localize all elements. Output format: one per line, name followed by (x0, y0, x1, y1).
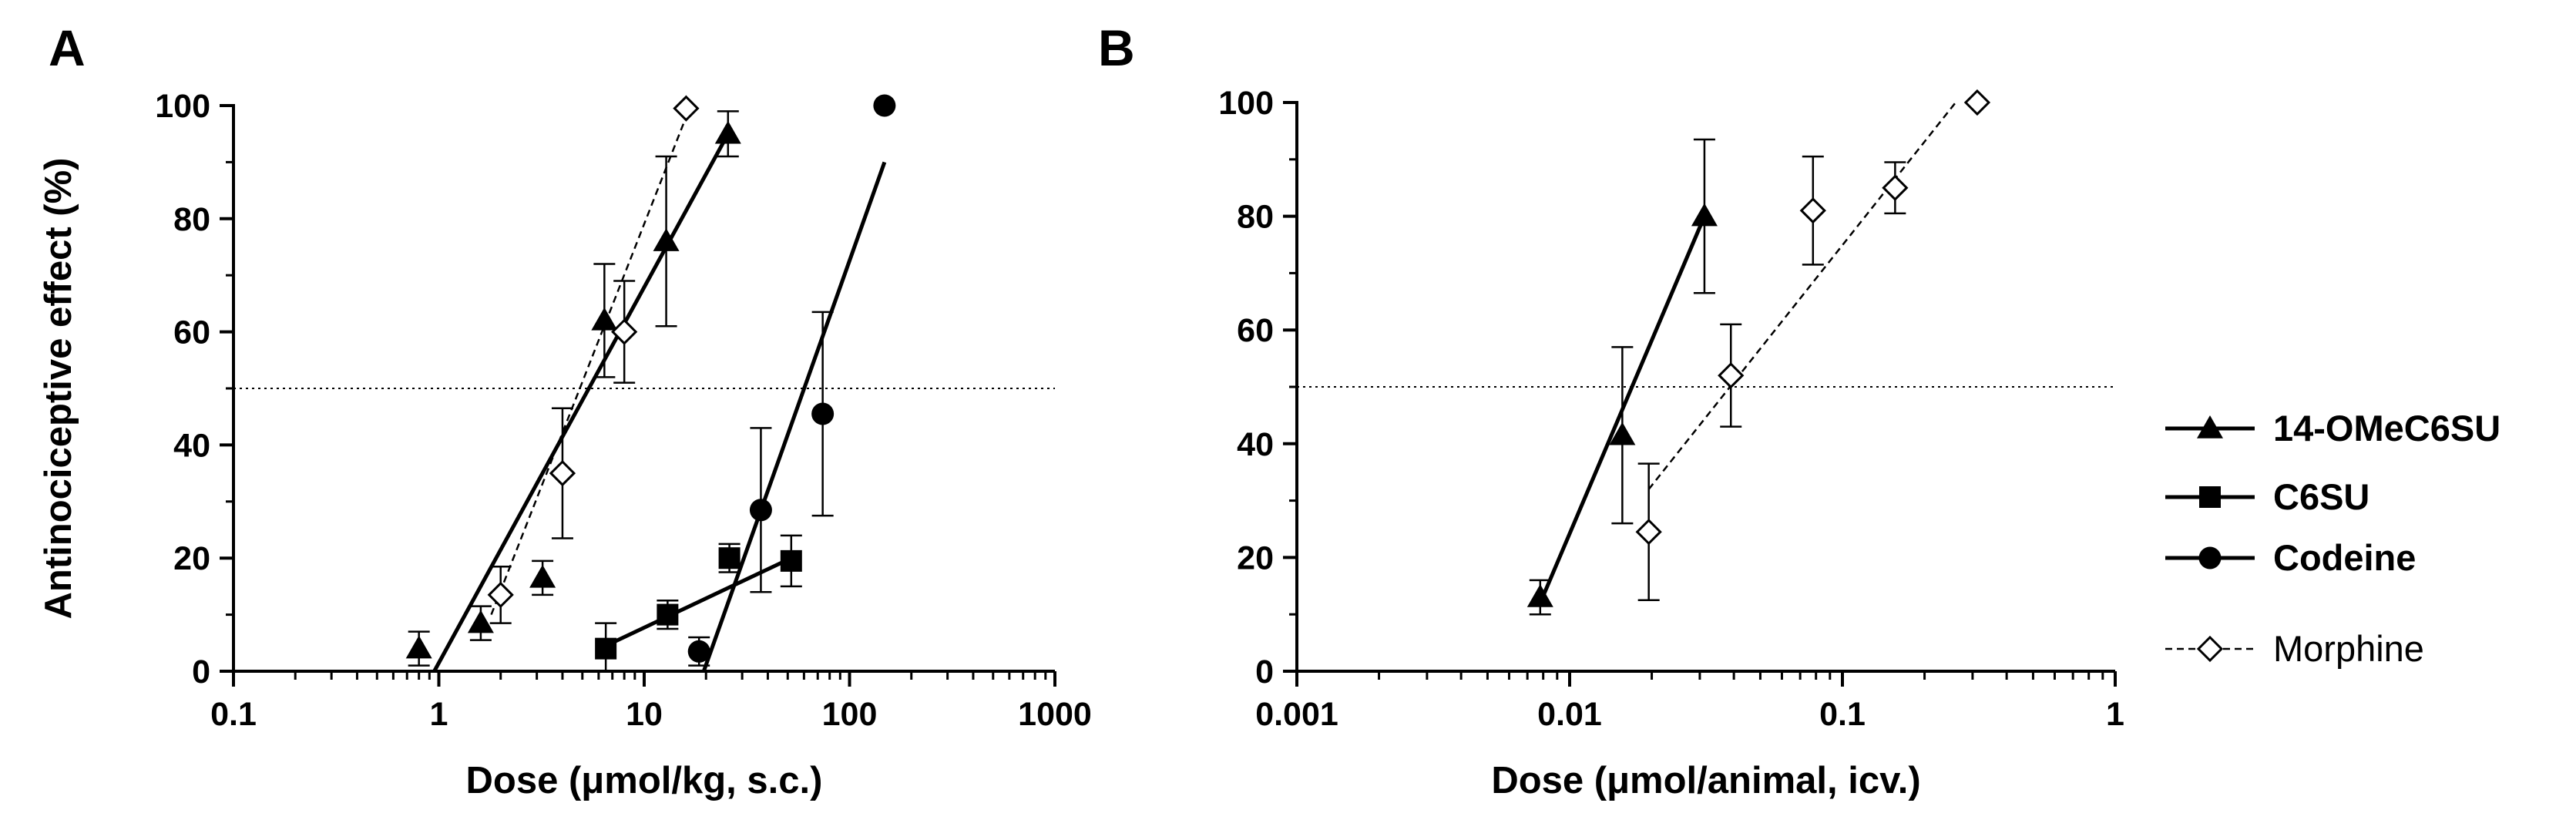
y-tick-label: 60 (1237, 312, 1274, 349)
data-point (1799, 197, 1826, 224)
legend-label: Codeine (2273, 537, 2416, 578)
series-morphine (1635, 89, 1991, 601)
data-point (1609, 422, 1636, 445)
data-point (1718, 362, 1745, 389)
fit-line (490, 116, 687, 616)
data-point (657, 603, 679, 626)
data-point (873, 94, 896, 117)
y-tick-label: 20 (173, 540, 210, 577)
data-point (811, 402, 835, 425)
x-tick-label: 0.1 (210, 696, 257, 733)
y-tick-label: 20 (1237, 539, 1274, 576)
x-tick-label: 1 (2106, 696, 2124, 733)
data-point (405, 635, 432, 659)
legend-item-c6su: C6SU (2165, 476, 2369, 517)
x-tick-label: 1000 (1018, 696, 1092, 733)
x-tick-label: 10 (626, 696, 663, 733)
x-tick-label: 1 (430, 696, 448, 733)
legend-marker (2199, 486, 2221, 508)
y-tick-label: 100 (155, 88, 210, 125)
fit-line (432, 133, 730, 673)
legend-label: 14-OMeC6SU (2273, 408, 2500, 449)
data-point (1526, 584, 1553, 607)
series-14-omec6su (405, 110, 741, 673)
data-point (1635, 519, 1662, 546)
y-tick-label: 0 (192, 654, 210, 690)
x-tick-label: 0.01 (1537, 696, 1602, 733)
panel-a-chart: 0 20 40 60 80 100 0.1 1 10 100 1000 Dose (μmol/kg, … (38, 19, 1092, 801)
data-point (487, 581, 514, 609)
series-14-omec6su (1526, 138, 1718, 616)
x-tick-label: 0.1 (1819, 696, 1866, 733)
data-point (714, 120, 741, 144)
legend-marker (2198, 546, 2222, 570)
data-point (549, 459, 576, 487)
data-point (1963, 89, 1991, 116)
fit-line (605, 556, 792, 648)
legend-marker (2197, 415, 2223, 438)
legend-marker (2196, 635, 2224, 663)
data-point (529, 564, 556, 588)
legend: 14-OMeC6SU C6SU Codeine Morphine (2165, 408, 2500, 669)
data-point (1691, 203, 1718, 227)
fit-line (1647, 102, 1956, 490)
series-codeine (687, 94, 896, 672)
panel-label: A (49, 19, 86, 76)
x-tick-label: 100 (822, 696, 878, 733)
y-axis-label: Antinociceptive effect (%) (38, 158, 79, 620)
data-point (687, 640, 710, 663)
y-tick-label: 0 (1255, 654, 1274, 690)
x-tick-label: 0.001 (1255, 696, 1338, 733)
data-point (653, 228, 680, 251)
data-point (467, 610, 494, 633)
y-tick-label: 40 (1237, 426, 1274, 463)
panel-b-chart: 0 20 40 60 80 100 0.001 0.01 0.1 1 Dose (μmol/anim… (1098, 19, 2124, 801)
y-tick-label: 80 (1237, 199, 1274, 236)
data-point (1882, 174, 1909, 201)
data-point (595, 637, 617, 660)
x-axis-label: Dose (μmol/animal, icv.) (1491, 760, 1920, 801)
legend-item-14-omec6su: 14-OMeC6SU (2165, 408, 2500, 449)
legend-item-codeine: Codeine (2165, 537, 2416, 578)
y-tick-label: 60 (173, 314, 210, 351)
series-morphine (487, 95, 700, 624)
data-point (780, 549, 802, 572)
legend-label: C6SU (2273, 476, 2369, 517)
y-tick-label: 40 (173, 427, 210, 464)
data-point (591, 307, 618, 331)
data-point (749, 499, 772, 522)
data-point (673, 95, 700, 122)
data-point (611, 318, 638, 345)
fit-line (701, 161, 887, 672)
x-axis-label: Dose (μmol/kg, s.c.) (466, 760, 823, 801)
panel-label: B (1098, 19, 1135, 76)
legend-label: Morphine (2273, 628, 2424, 669)
legend-item-morphine: Morphine (2165, 628, 2424, 669)
data-point (718, 547, 741, 570)
y-tick-label: 80 (173, 201, 210, 238)
y-tick-label: 100 (1218, 85, 1274, 122)
